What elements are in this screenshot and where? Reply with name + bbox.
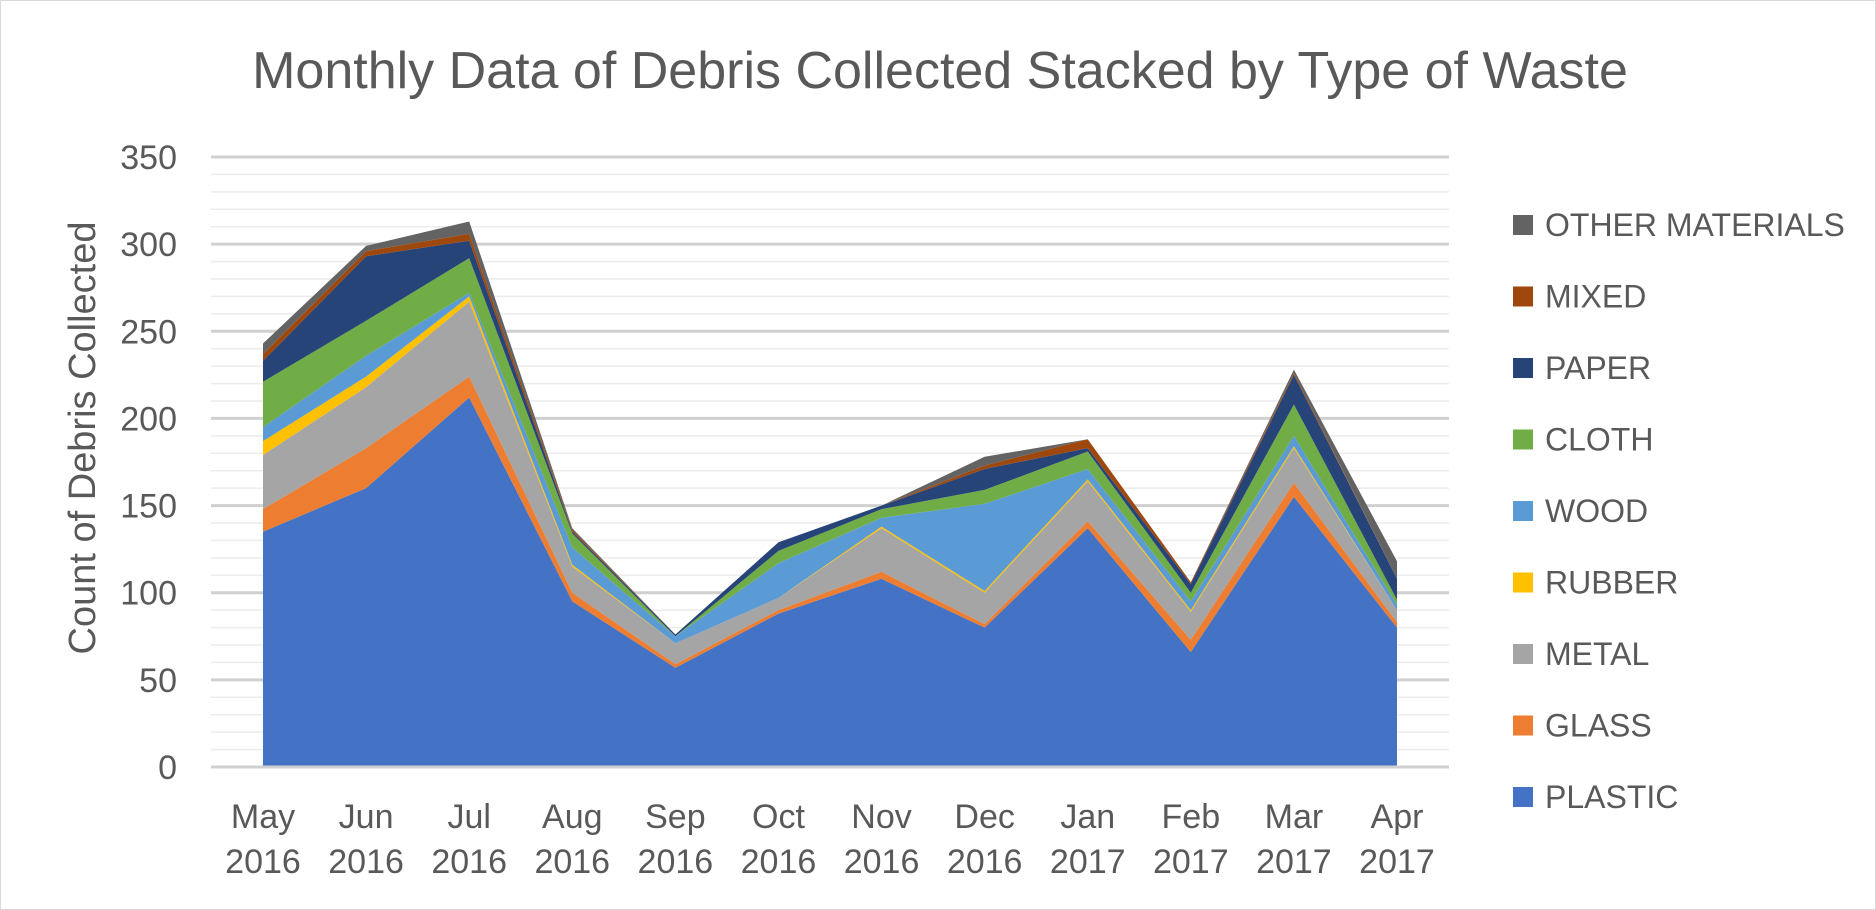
y-tick-label: 250 [120,313,177,351]
legend-item: WOOD [1513,493,1648,529]
legend-item: GLASS [1513,708,1652,744]
legend-swatch [1513,644,1533,664]
legend-swatch [1513,358,1533,378]
y-tick-label: 200 [120,400,177,438]
legend-item: OTHER MATERIALS [1513,207,1845,243]
x-tick-label: Dec 2016 [947,798,1023,881]
x-tick-label: Aug 2016 [534,798,610,881]
legend-swatch [1513,715,1533,736]
legend: OTHER MATERIALS MIXED PAPER CLOTH WOOD RUBBER… [1513,207,1845,815]
legend-label: PAPER [1545,350,1651,386]
legend-item: RUBBER [1513,565,1678,601]
series-areas [211,221,1449,769]
legend-item: MIXED [1513,279,1646,315]
x-tick-label: Nov 2016 [844,798,920,881]
legend-label: METAL [1545,636,1649,672]
x-tick-label: Jun 2016 [328,798,404,881]
y-tick-label: 0 [158,749,177,787]
y-tick-label: 150 [120,488,177,526]
legend-item: METAL [1513,636,1649,672]
x-tick-label: Sep 2016 [638,798,714,881]
legend-label: OTHER MATERIALS [1545,207,1845,243]
legend-swatch [1513,286,1533,307]
legend-label: RUBBER [1545,565,1678,601]
legend-label: MIXED [1545,279,1646,315]
area-plastic [263,397,1397,767]
legend-swatch [1513,429,1533,450]
legend-swatch [1513,787,1533,807]
y-tick-label: 300 [120,226,177,264]
legend-item: PLASTIC [1513,779,1678,815]
legend-swatch [1513,572,1533,593]
legend-label: WOOD [1545,493,1648,529]
y-tick-label: 100 [120,575,177,613]
legend-swatch [1513,215,1533,235]
x-tick-label: Oct 2016 [741,798,817,881]
legend-label: PLASTIC [1545,779,1678,815]
chart-title: Monthly Data of Debris Collected Stacked… [252,42,1628,100]
legend-swatch [1513,501,1533,521]
x-tick-label: Feb 2017 [1153,798,1229,881]
y-axis-ticks: 0 50 100 150 200 250 300 350 [120,139,177,787]
x-tick-label: Apr 2017 [1359,798,1435,881]
x-tick-label: Jan 2017 [1050,798,1126,881]
legend-label: GLASS [1545,708,1652,744]
y-axis-title: Count of Debris Collected [62,222,104,655]
legend-item: CLOTH [1513,422,1653,458]
area-paper [263,240,1397,637]
y-tick-label: 50 [139,662,177,700]
x-tick-label: May 2016 [225,798,301,881]
y-tick-label: 350 [120,139,177,177]
x-tick-label: Jul 2016 [431,798,507,881]
x-tick-label: Mar 2017 [1256,798,1332,881]
legend-item: PAPER [1513,350,1651,386]
legend-label: CLOTH [1545,422,1653,458]
x-axis-ticks: May 2016 Jun 2016 Jul 2016 Aug 2016 Sep 2016 Oct 20… [225,798,1435,881]
